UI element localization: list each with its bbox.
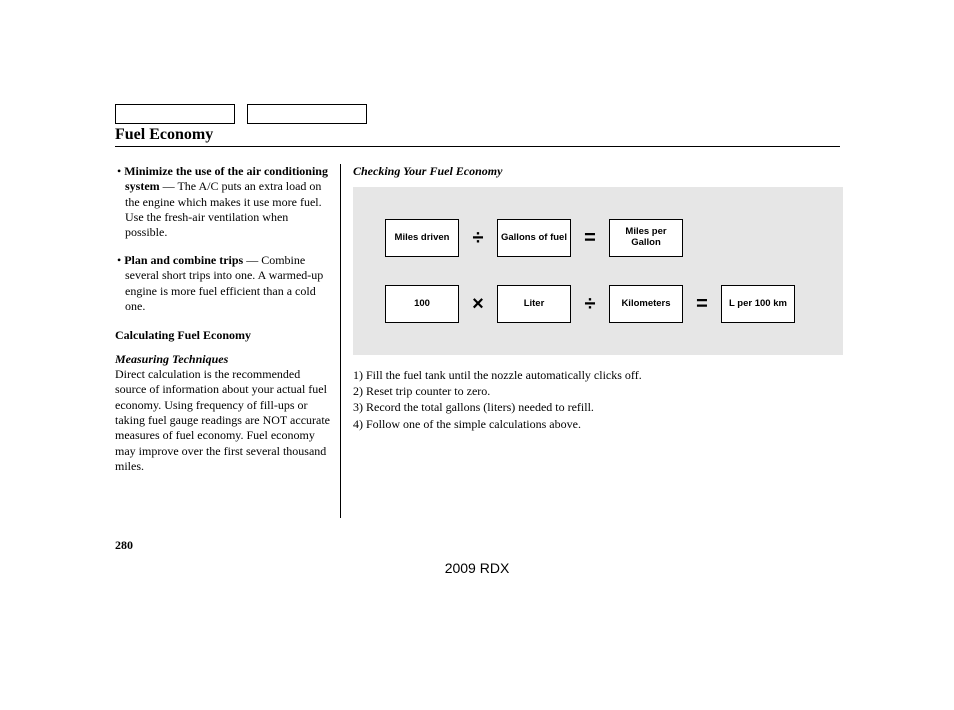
subheading: Calculating Fuel Economy — [115, 328, 330, 343]
calc-cell: L per 100 km — [721, 285, 795, 323]
equals-icon: = — [581, 227, 599, 250]
calc-cell: Liter — [497, 285, 571, 323]
page: Fuel Economy • Minimize the use of the a… — [0, 0, 954, 710]
paragraph: Direct calculation is the recommended so… — [115, 367, 330, 475]
calc-cell: Kilometers — [609, 285, 683, 323]
content-columns: • Minimize the use of the air conditioni… — [115, 164, 843, 518]
calculation-panel: Miles driven ÷ Gallons of fuel = Miles p… — [353, 187, 843, 355]
page-title: Fuel Economy — [115, 126, 213, 143]
equals-icon: = — [693, 293, 711, 316]
header-box-1 — [115, 104, 235, 124]
step-item: 1) Fill the fuel tank until the nozzle a… — [353, 367, 843, 383]
left-column: • Minimize the use of the air conditioni… — [115, 164, 330, 518]
step-item: 4) Follow one of the simple calculations… — [353, 416, 843, 432]
step-list: 1) Fill the fuel tank until the nozzle a… — [353, 367, 843, 432]
bullet-bold: Plan and combine trips — [124, 253, 243, 267]
right-heading: Checking Your Fuel Economy — [353, 164, 843, 179]
divide-icon: ÷ — [469, 227, 487, 250]
calc-row-imperial: Miles driven ÷ Gallons of fuel = Miles p… — [385, 219, 823, 257]
calc-cell: 100 — [385, 285, 459, 323]
title-bar: Fuel Economy — [115, 126, 840, 147]
header-placeholder-boxes — [115, 104, 367, 124]
page-number: 280 — [115, 538, 133, 553]
divide-icon: ÷ — [581, 293, 599, 316]
calc-cell: Miles per Gallon — [609, 219, 683, 257]
bullet-item: • Minimize the use of the air conditioni… — [115, 164, 330, 241]
calc-cell: Miles driven — [385, 219, 459, 257]
column-divider — [340, 164, 341, 518]
subsubheading: Measuring Techniques — [115, 352, 330, 367]
step-item: 2) Reset trip counter to zero. — [353, 383, 843, 399]
calc-cell: Gallons of fuel — [497, 219, 571, 257]
bullet-item: • Plan and combine trips — Combine sever… — [115, 253, 330, 314]
footer-text: 2009 RDX — [0, 560, 954, 576]
multiply-icon: × — [469, 293, 487, 316]
step-item: 3) Record the total gallons (liters) nee… — [353, 399, 843, 415]
header-box-2 — [247, 104, 367, 124]
calc-row-metric: 100 × Liter ÷ Kilometers = L per 100 km — [385, 285, 823, 323]
right-column: Checking Your Fuel Economy Miles driven … — [353, 164, 843, 518]
